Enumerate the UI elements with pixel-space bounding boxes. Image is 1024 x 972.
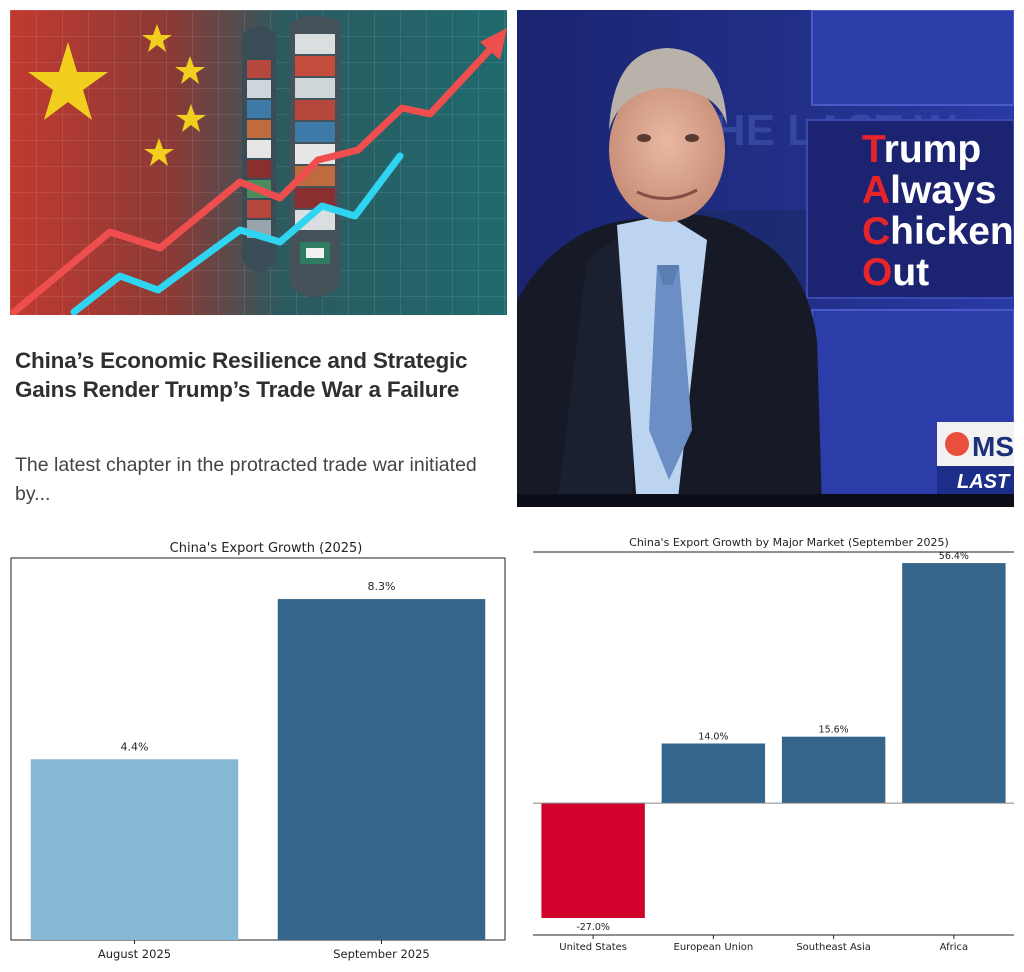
cyan-trend-line (70, 152, 404, 315)
bar (661, 743, 766, 804)
bar (30, 759, 239, 940)
anchor-person (517, 48, 822, 507)
article-snippet: The latest chapter in the protracted tra… (15, 454, 477, 505)
article-headline[interactable]: China’s Economic Resilience and Strategi… (15, 348, 468, 402)
svg-text:LAST: LAST (957, 471, 1011, 493)
taco-line: Trump (862, 128, 981, 171)
x-tick-label: United States (559, 942, 627, 953)
x-tick-label: European Union (674, 942, 754, 953)
taco-line: Out (862, 251, 929, 294)
bar (902, 563, 1006, 804)
bar (781, 736, 886, 804)
x-tick-label: Africa (940, 942, 969, 953)
taco-line: Always (862, 169, 996, 212)
value-label: 4.4% (121, 740, 149, 753)
value-label: 8.3% (368, 580, 396, 593)
container-ship-left (242, 26, 276, 273)
value-label: -27.0% (576, 922, 610, 933)
red-arrow-head (480, 28, 507, 60)
flag-stars (28, 24, 206, 166)
x-tick-label: September 2025 (333, 947, 430, 961)
svg-text:MS: MS (972, 431, 1014, 462)
article-card[interactable]: China’s Economic Resilience and Strategi… (10, 10, 507, 510)
x-tick-label: Southeast Asia (796, 942, 871, 953)
value-label: 15.6% (819, 725, 849, 736)
plot-frame (10, 557, 506, 941)
tv-screenshot: THE LAST W TrumpAlwaysChickensOut MS (517, 10, 1014, 507)
bar (277, 599, 486, 940)
bar (541, 803, 645, 918)
taco-graphic (806, 119, 1014, 299)
value-label: 56.4% (939, 551, 969, 562)
red-trend-line (10, 38, 501, 315)
chart-export-growth-by-market: China's Export Growth by Major Market (S… (517, 530, 1024, 972)
chart-title: China's Export Growth by Major Market (S… (629, 536, 949, 549)
network-logo: MS LAST (937, 422, 1014, 494)
x-tick-label: August 2025 (98, 947, 171, 961)
chart-title: China's Export Growth (2025) (170, 541, 363, 556)
taco-line: Chickens (862, 210, 1014, 253)
hero-image (10, 10, 507, 315)
value-label: 14.0% (698, 732, 728, 743)
chart-export-growth: China's Export Growth (2025) 4.4% August … (0, 530, 512, 972)
taco-text: TrumpAlwaysChickensOut (862, 128, 1014, 294)
